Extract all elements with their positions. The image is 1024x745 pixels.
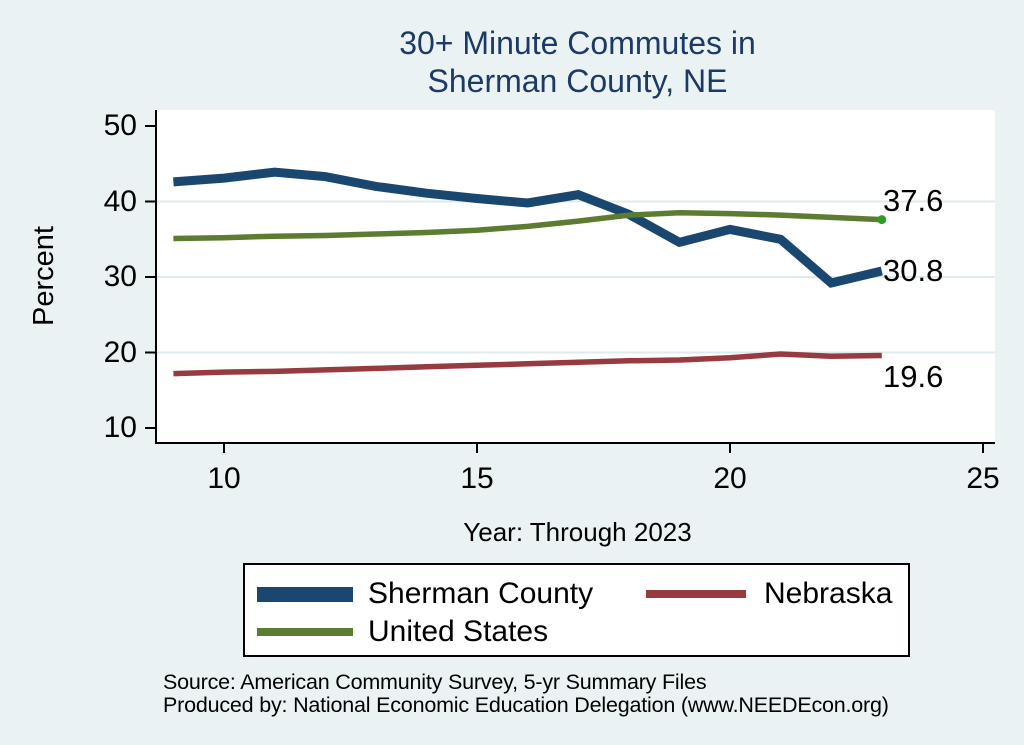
series-line-nebraska [173,351,882,377]
legend-label-nebraska: Nebraska [764,577,893,610]
y-tick-label: 40 [103,184,137,218]
x-axis-title: Year: Through 2023 [463,517,692,547]
y-tick-label: 20 [103,335,137,369]
produced-by-line: Produced by: National Economic Education… [163,693,889,717]
y-tick-label: 50 [103,109,137,142]
series-line-united-states [173,210,882,242]
footer-notes: Source: American Community Survey, 5-yr … [163,671,889,717]
legend-label-sherman-county: Sherman County [368,577,594,610]
chart-title-line2: Sherman County, NE [427,63,728,99]
legend-swatch-nebraska [646,590,746,598]
chart-title: 30+ Minute Commutes in Sherman County, N… [155,24,1000,100]
value-label-sherman-county: 30.8 [883,252,944,288]
x-tick-label: 20 [713,462,747,495]
x-tick-label: 25 [966,462,1000,495]
series-line-sherman-county [173,167,883,288]
legend-label-united-states: United States [368,615,549,648]
end-marker-dot [877,215,887,225]
legend-swatch-sherman-county [257,587,353,602]
value-label-united-states: 37.6 [883,182,944,218]
legend-swatch-united-states [257,628,353,636]
y-tick-label: 10 [103,411,137,444]
chart-title-line1: 30+ Minute Commutes in [399,25,756,61]
plot-area [145,110,995,453]
y-tick-label: 30 [103,260,137,293]
legend: Sherman County Nebraska United States [243,563,910,657]
x-tick-label: 10 [207,462,241,495]
value-label-nebraska: 19.6 [883,358,944,394]
source-line: Source: American Community Survey, 5-yr … [163,670,707,694]
x-tick-label: 15 [460,462,494,495]
